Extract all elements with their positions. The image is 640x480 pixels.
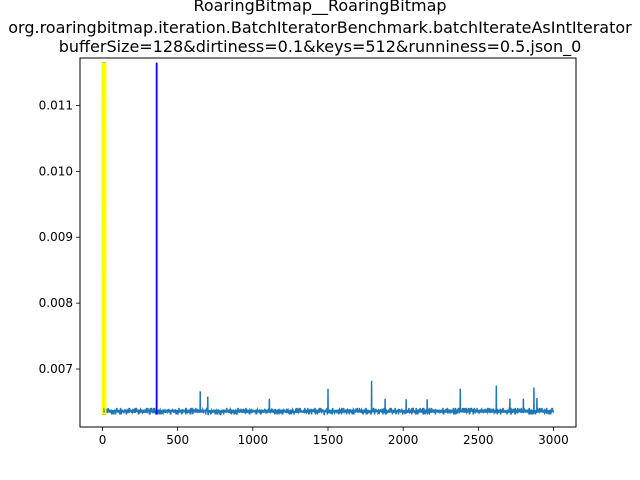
chart-title-line-3: bufferSize=128&dirtiness=0.1&keys=512&ru… <box>59 37 582 57</box>
chart-title-line-1: RoaringBitmap__RoaringBitmap <box>193 0 446 16</box>
y-tick-label: 0.009 <box>39 230 73 244</box>
y-tick-label: 0.007 <box>39 362 73 376</box>
chart-title-line-2: org.roaringbitmap.iteration.BatchIterato… <box>8 18 632 37</box>
x-tick-label: 2000 <box>388 433 419 447</box>
x-tick-label: 500 <box>166 433 189 447</box>
plot-area <box>101 62 555 416</box>
x-axis: 0 500 1000 1500 2000 2500 3000 <box>99 427 569 447</box>
x-tick-label: 0 <box>99 433 107 447</box>
series-line <box>101 62 555 416</box>
x-tick-label: 2500 <box>463 433 494 447</box>
x-tick-label: 1500 <box>313 433 344 447</box>
y-axis: 0.007 0.008 0.009 0.010 0.011 <box>39 98 80 376</box>
x-tick-label: 3000 <box>538 433 569 447</box>
y-tick-label: 0.008 <box>39 296 73 310</box>
chart-title: RoaringBitmap__RoaringBitmap org.roaring… <box>8 0 632 57</box>
y-tick-label: 0.010 <box>39 164 73 178</box>
x-tick-label: 1000 <box>238 433 269 447</box>
y-tick-label: 0.011 <box>39 98 73 112</box>
axes-frame <box>79 57 577 428</box>
